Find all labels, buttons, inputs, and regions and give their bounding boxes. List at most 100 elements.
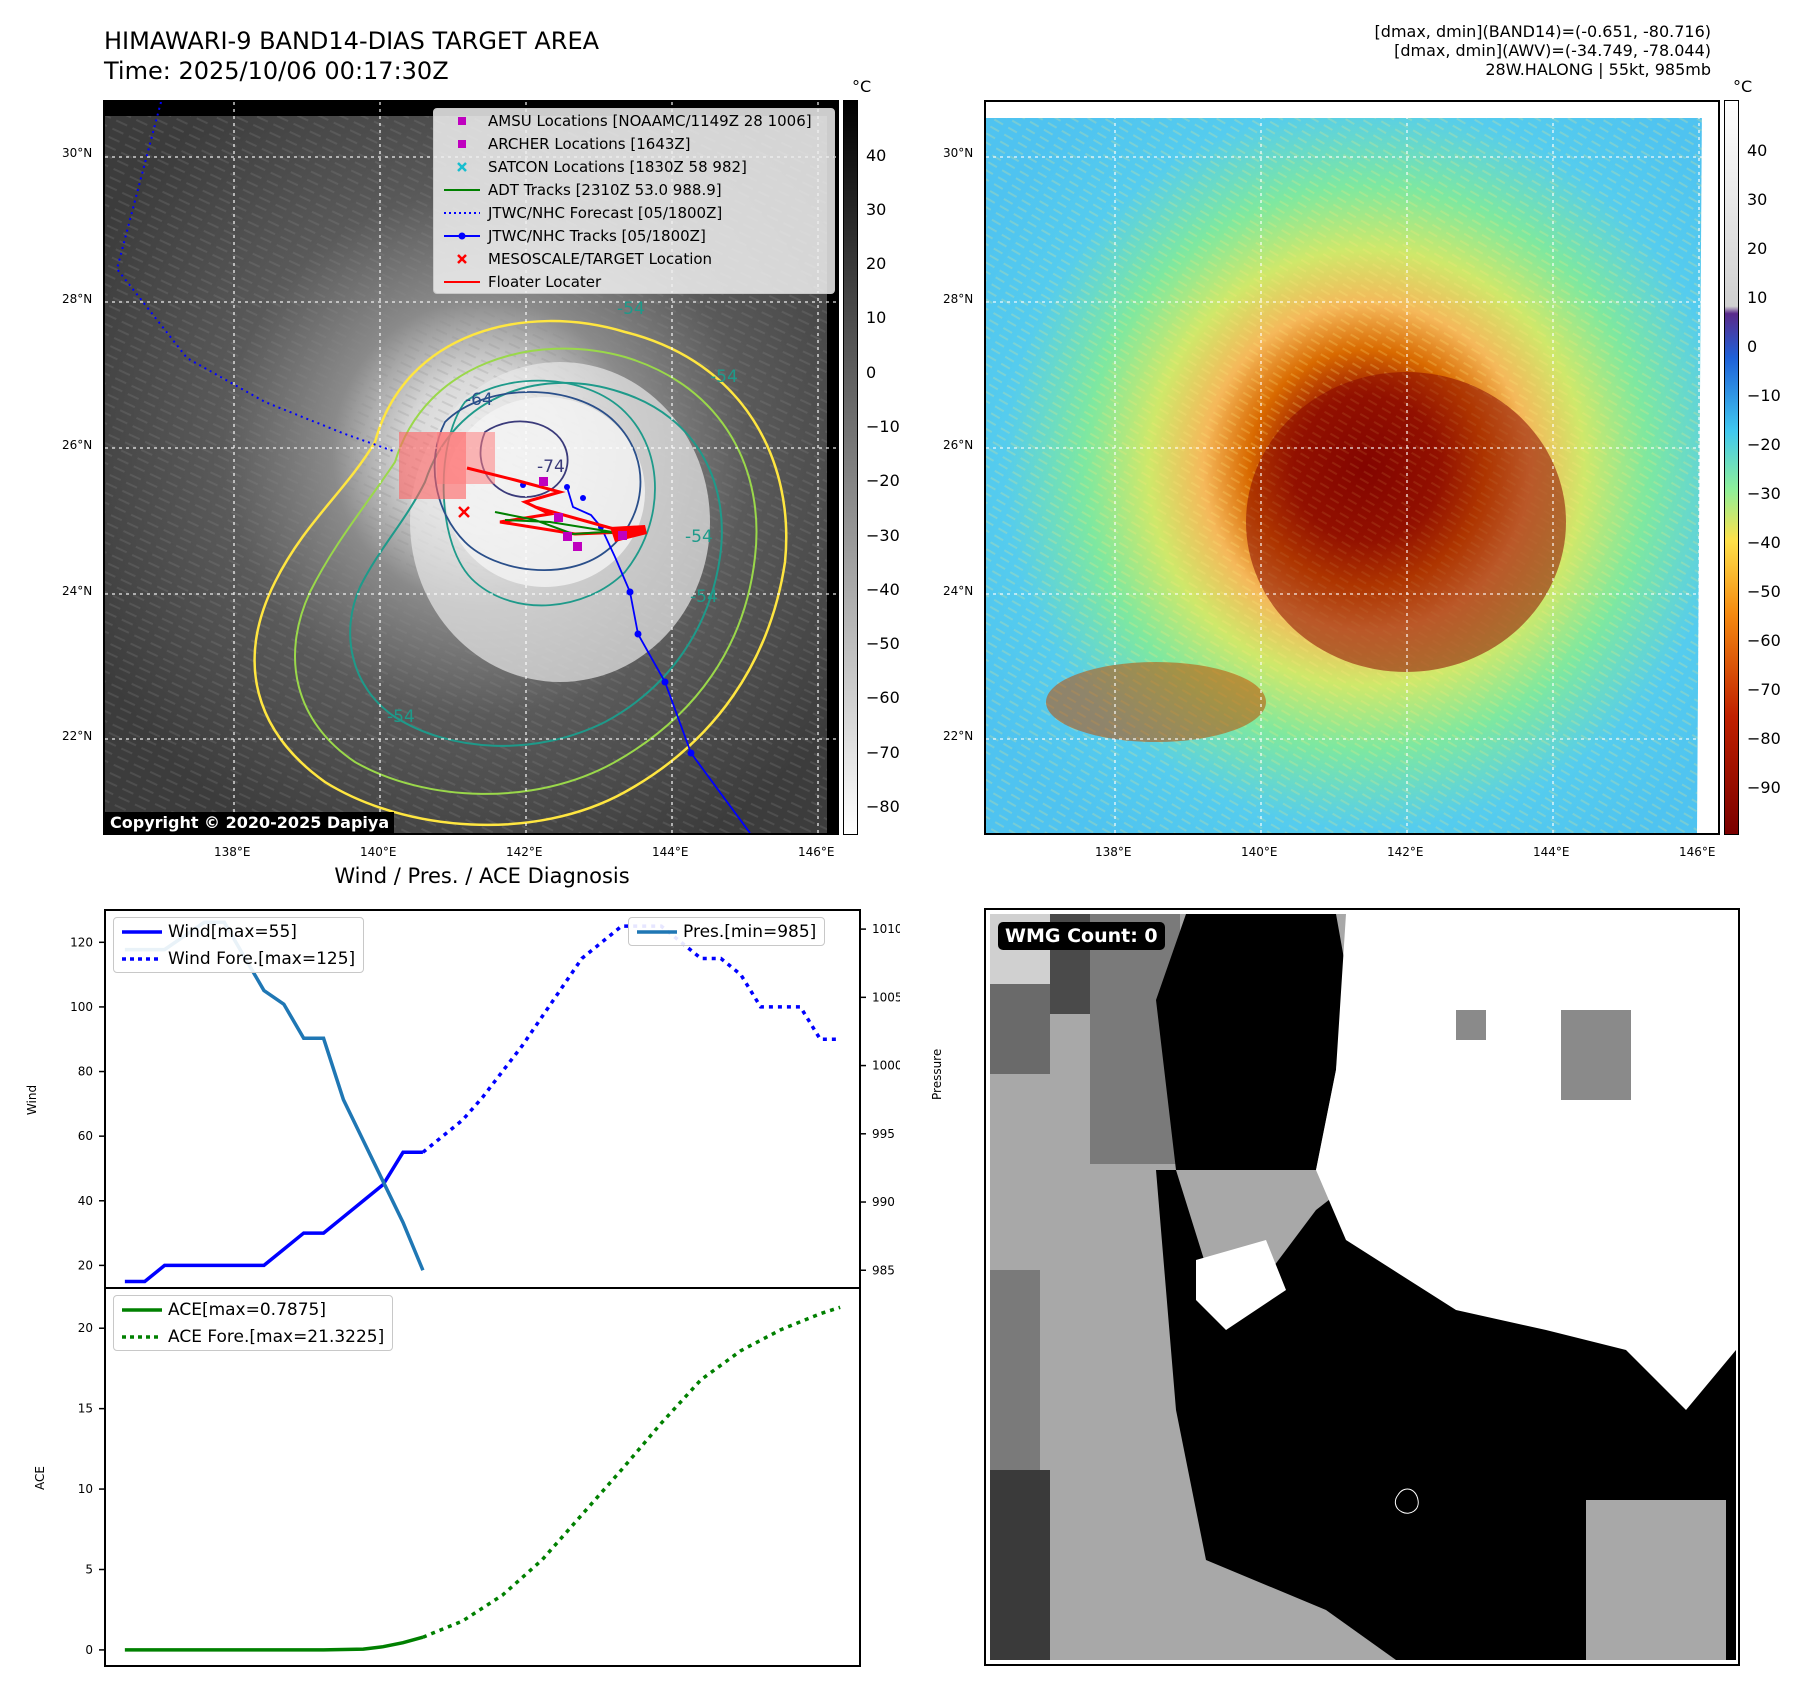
lon-label: 138°E	[1095, 845, 1132, 859]
ace-axes-frame	[104, 1287, 861, 1667]
legend-item-wind: Wind[max=55]	[114, 918, 363, 945]
pressure-line	[124, 920, 425, 1271]
lon-label: 146°E	[1679, 845, 1716, 859]
lat-label: 22°N	[62, 729, 93, 743]
colorbar-awv	[1724, 100, 1739, 835]
colorbar-tick: −60	[866, 688, 900, 707]
wind-series	[124, 920, 841, 1284]
wind-forecast-line	[421, 924, 841, 1154]
colorbar-unit: °C	[852, 77, 872, 96]
figure-title: HIMAWARI-9 BAND14-DIAS TARGET AREA Time:…	[104, 26, 599, 86]
contour-label: -54	[690, 587, 718, 607]
ace-legend: ACE[max=0.7875] ACE Fore.[max=21.3225]	[113, 1295, 394, 1351]
contour-label: -54	[685, 527, 713, 547]
info-block: [dmax, dmin](BAND14)=(-0.651, -80.716) […	[1111, 22, 1711, 79]
legend-item-adt: ADT Tracks [2310Z 53.0 988.9]	[434, 178, 834, 201]
colorbar-tick: 20	[866, 254, 887, 273]
dot-line-icon	[442, 231, 482, 241]
wind-tick-label: 100	[70, 1000, 93, 1014]
square-marker-icon	[442, 115, 482, 127]
line-icon	[442, 186, 482, 194]
wind-axis-label: Wind	[25, 1085, 39, 1115]
lat-label: 22°N	[943, 729, 974, 743]
ace-tick-label: 0	[85, 1643, 93, 1657]
dotted-line-icon	[122, 955, 162, 963]
dotted-line-icon	[122, 1333, 162, 1341]
pressure-axis-ticks: 985 990 995 1000 1005 1010	[860, 922, 900, 1277]
wind-tick-label: 60	[78, 1129, 93, 1143]
wind-tick-label: 20	[78, 1258, 93, 1272]
diagnosis-title: Wind / Pres. / ACE Diagnosis	[334, 864, 630, 888]
ace-forecast-line	[422, 1305, 841, 1639]
colorbar-grayscale	[843, 100, 858, 835]
pressure-tick-label: 1010	[872, 922, 900, 936]
band14-map-panel: -54 -64 -74 -54 -54 -54 -54	[103, 100, 839, 835]
title-line-2: Time: 2025/10/06 00:17:30Z	[104, 57, 449, 85]
colorbar-tick: −20	[866, 471, 900, 490]
pressure-axis-label-text: Pressure	[930, 1048, 944, 1100]
x-marker-icon	[442, 161, 482, 173]
contour-label: -64	[465, 390, 493, 410]
colorbar-tick: 0	[1747, 337, 1758, 356]
colorbar-tick: 20	[1747, 239, 1768, 258]
contour-label: -54	[617, 299, 645, 319]
legend-item-wind-fore: Wind Fore.[max=125]	[114, 945, 363, 972]
pressure-tick-label: 985	[872, 1263, 895, 1277]
wind-axis-ticks: 20 40 60 80 100 120	[70, 935, 105, 1272]
legend-item-amsu: AMSU Locations [NOAAMC/1149Z 28 1006]	[434, 109, 834, 132]
colorbar-tick: −10	[1747, 386, 1781, 405]
colorbar-tick: −80	[866, 797, 900, 816]
pressure-tick-label: 1005	[872, 990, 900, 1004]
colorbar-tick: 40	[866, 146, 887, 165]
colorbar-tick: −90	[1747, 778, 1781, 797]
pressure-legend: Pres.[min=985]	[628, 917, 826, 946]
legend-item-mesoscale: MESOSCALE/TARGET Location	[434, 247, 834, 270]
lat-label: 26°N	[943, 438, 974, 452]
colorbar-unit: °C	[1733, 77, 1753, 96]
lat-label: 26°N	[62, 438, 93, 452]
colorbar-tick: −10	[866, 417, 900, 436]
pressure-tick-label: 990	[872, 1195, 895, 1209]
colorbar-tick: −30	[1747, 484, 1781, 503]
map-legend: AMSU Locations [NOAAMC/1149Z 28 1006] AR…	[433, 108, 835, 294]
wind-line	[124, 1150, 423, 1284]
legend-item-forecast: JTWC/NHC Forecast [05/1800Z]	[434, 201, 834, 224]
colorbar-tick: −60	[1747, 631, 1781, 650]
colorbar-tick: −70	[1747, 680, 1781, 699]
lat-label: 30°N	[943, 146, 974, 160]
wmg-count-badge: WMG Count: 0	[998, 922, 1165, 950]
colorbar-tick: 10	[1747, 288, 1768, 307]
lat-label: 30°N	[62, 146, 93, 160]
line-icon	[122, 928, 162, 936]
colorbar-tick: −40	[866, 580, 900, 599]
lon-label: 144°E	[1533, 845, 1570, 859]
ace-tick-label: 10	[78, 1482, 93, 1496]
colorbar-tick: −70	[866, 743, 900, 762]
legend-item-tracks: JTWC/NHC Tracks [05/1800Z]	[434, 224, 834, 247]
wind-legend: Wind[max=55] Wind Fore.[max=125]	[113, 917, 365, 973]
colorbar-tick: −40	[1747, 533, 1781, 552]
copyright-label: Copyright © 2020-2025 Dapiya	[105, 812, 395, 833]
legend-item-ace-fore: ACE Fore.[max=21.3225]	[114, 1323, 392, 1350]
lat-label: 24°N	[62, 584, 93, 598]
legend-item-ace: ACE[max=0.7875]	[114, 1296, 392, 1323]
colorbar-tick: 30	[866, 200, 887, 219]
ace-tick-label: 20	[78, 1321, 93, 1335]
contour-label: -74	[537, 457, 565, 477]
x-marker-icon	[442, 253, 482, 265]
colorbar-tick: −20	[1747, 435, 1781, 454]
ace-line	[124, 1635, 424, 1652]
line-icon	[637, 928, 677, 936]
square-marker-icon	[442, 138, 482, 150]
title-line-1: HIMAWARI-9 BAND14-DIAS TARGET AREA	[104, 27, 600, 55]
pressure-tick-label: 995	[872, 1127, 895, 1141]
colorbar-tick: 0	[866, 363, 877, 382]
info-line-3: 28W.HALONG | 55kt, 985mb	[1485, 60, 1711, 79]
legend-item-archer: ARCHER Locations [1643Z]	[434, 132, 834, 155]
colorbar-tick: 40	[1747, 141, 1768, 160]
awv-map-panel	[984, 100, 1720, 835]
colorbar-tick: −30	[866, 526, 900, 545]
legend-item-satcon: SATCON Locations [1830Z 58 982]	[434, 155, 834, 178]
lon-label: 144°E	[652, 845, 689, 859]
contour-label: -54	[710, 367, 738, 387]
